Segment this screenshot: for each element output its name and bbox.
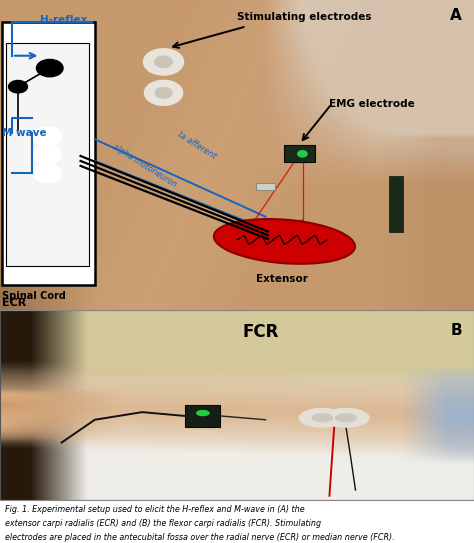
- Text: alpha motoneuron: alpha motoneuron: [111, 142, 178, 189]
- Text: M wave: M wave: [2, 128, 47, 138]
- Bar: [256, 182, 275, 191]
- Text: A: A: [450, 8, 462, 23]
- Circle shape: [144, 49, 183, 75]
- Circle shape: [33, 146, 62, 164]
- Text: extensor carpi radialis (ECR) and (B) the flexor carpi radialis (FCR). Stimulati: extensor carpi radialis (ECR) and (B) th…: [5, 519, 321, 528]
- Text: Extensor: Extensor: [256, 274, 308, 284]
- Text: ECR: ECR: [2, 298, 27, 308]
- Circle shape: [197, 411, 209, 415]
- Circle shape: [155, 87, 172, 98]
- Circle shape: [312, 414, 333, 422]
- Bar: [185, 406, 220, 427]
- Circle shape: [300, 409, 345, 427]
- Text: Stimulating electrodes: Stimulating electrodes: [237, 12, 372, 22]
- Circle shape: [145, 80, 182, 105]
- Bar: [2, 22, 95, 285]
- Circle shape: [9, 80, 27, 93]
- Text: H-reflex: H-reflex: [40, 15, 88, 26]
- Text: Ia afferent: Ia afferent: [176, 130, 218, 161]
- Circle shape: [155, 56, 173, 68]
- Bar: [6, 43, 89, 266]
- Circle shape: [323, 409, 369, 427]
- Circle shape: [298, 151, 307, 157]
- Text: Fig. 1. Experimental setup used to elicit the H-reflex and M-wave in (A) the: Fig. 1. Experimental setup used to elici…: [5, 505, 304, 514]
- Ellipse shape: [214, 219, 355, 264]
- Circle shape: [33, 127, 62, 146]
- Text: EMG electrode: EMG electrode: [329, 99, 415, 109]
- Circle shape: [33, 164, 62, 182]
- Text: B: B: [450, 323, 462, 338]
- Circle shape: [36, 59, 63, 77]
- Text: Spinal Cord: Spinal Cord: [2, 291, 66, 301]
- Bar: [389, 176, 403, 232]
- Text: electrodes are placed in the antecubital fossa over the radial nerve (ECR) or me: electrodes are placed in the antecubital…: [5, 533, 394, 542]
- Circle shape: [336, 414, 356, 422]
- Text: FCR: FCR: [243, 323, 279, 341]
- Bar: [284, 146, 315, 162]
